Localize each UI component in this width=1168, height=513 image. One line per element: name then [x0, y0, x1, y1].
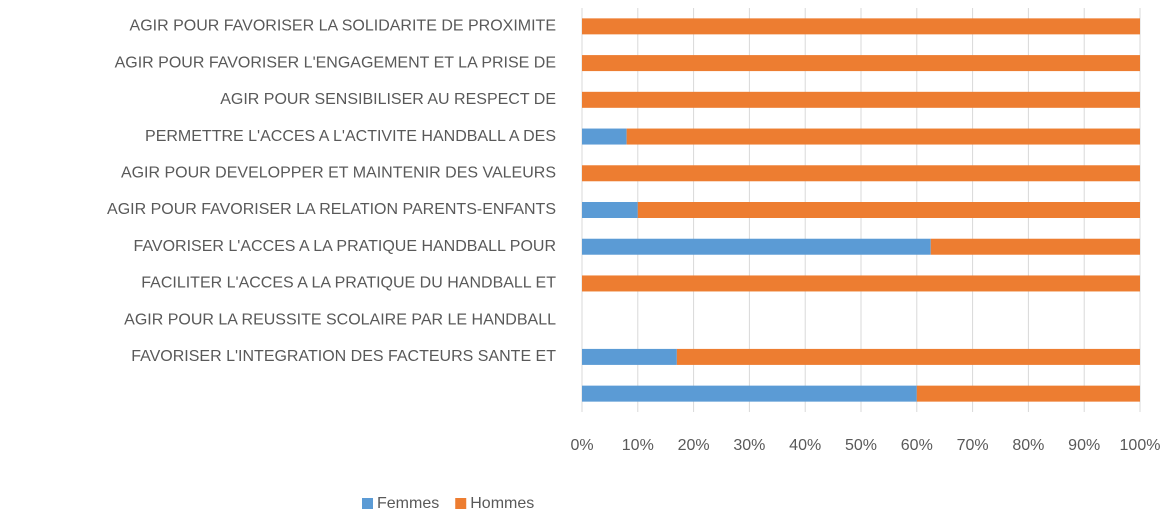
x-tick-label: 30% [733, 437, 765, 454]
legend-swatch [362, 498, 373, 509]
legend-label: Hommes [470, 495, 534, 512]
x-tick-label: 50% [845, 437, 877, 454]
bar [582, 238, 931, 255]
bar [582, 128, 627, 145]
y-tick-label: AGIR POUR FAVORISER LA SOLIDARITE DE PRO… [130, 18, 556, 35]
bar [582, 385, 917, 402]
x-tick-label: 20% [678, 437, 710, 454]
bar [676, 348, 1140, 365]
bar [582, 91, 1140, 108]
y-tick-label: PERMETTRE L'ACCES A L'ACTIVITE HANDBALL … [145, 128, 556, 145]
bar [582, 55, 1140, 72]
x-tick-label: 10% [622, 437, 654, 454]
legend-swatch [455, 498, 467, 509]
bar [626, 128, 1140, 145]
legend-label: Femmes [377, 495, 439, 512]
bar [916, 385, 1140, 402]
x-tick-label: 90% [1068, 437, 1100, 454]
x-tick-label: 60% [901, 437, 933, 454]
x-tick-label: 80% [1012, 437, 1044, 454]
x-tick-label: 0% [570, 437, 593, 454]
y-tick-label: AGIR POUR LA REUSSITE SCOLAIRE PAR LE HA… [124, 311, 556, 328]
y-tick-label: AGIR POUR FAVORISER L'ENGAGEMENT ET LA P… [115, 54, 556, 71]
x-tick-label: 40% [789, 437, 821, 454]
bar [582, 348, 677, 365]
bar [582, 202, 638, 218]
y-tick-label: FAVORISER L'ACCES A LA PRATIQUE HANDBALL… [134, 238, 556, 255]
bar [582, 275, 1140, 292]
bar [582, 165, 1140, 182]
y-tick-label: AGIR POUR FAVORISER LA RELATION PARENTS-… [107, 201, 556, 218]
bar [930, 238, 1140, 255]
bar [637, 202, 1140, 218]
bar [582, 18, 1140, 35]
y-tick-label: FACILITER L'ACCES A LA PRATIQUE DU HANDB… [141, 275, 556, 292]
y-tick-label: AGIR POUR DEVELOPPER ET MAINTENIR DES VA… [121, 164, 556, 181]
y-tick-label: FAVORISER L'INTEGRATION DES FACTEURS SAN… [131, 348, 556, 365]
x-tick-label: 100% [1120, 437, 1161, 454]
y-tick-label: AGIR POUR SENSIBILISER AU RESPECT DE [220, 91, 556, 108]
x-tick-label: 70% [957, 437, 989, 454]
